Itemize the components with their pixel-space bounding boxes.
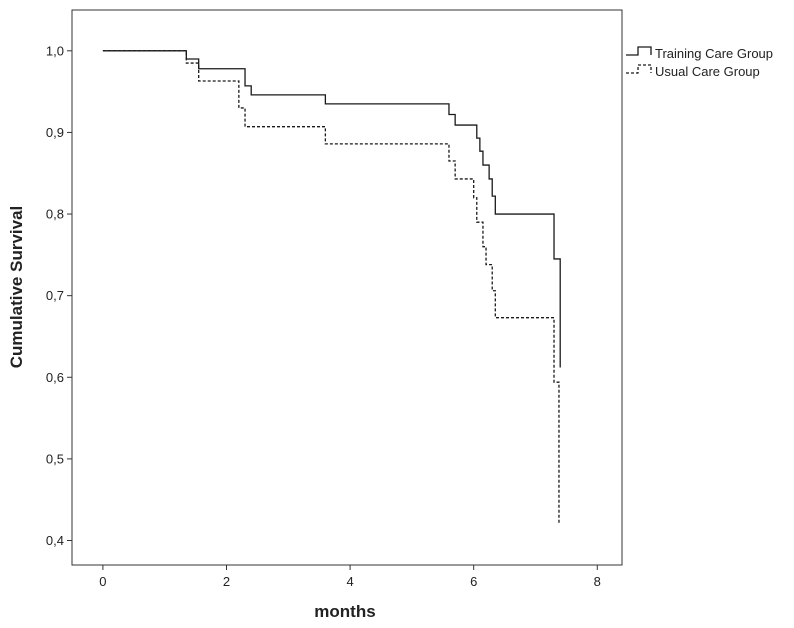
legend-label: Usual Care Group: [655, 64, 760, 79]
y-tick-label: 0,7: [46, 288, 64, 303]
legend: Training Care Group Usual Care Group: [626, 46, 773, 79]
series-line-training-care: [102, 50, 561, 368]
x-axis-title: months: [314, 602, 375, 621]
y-tick-label: 0,8: [46, 207, 64, 222]
plot-frame: [71, 9, 623, 566]
series-line-usual-care: [102, 50, 560, 525]
x-tick-label: 6: [470, 574, 477, 589]
y-tick-label: 0,5: [46, 451, 64, 466]
legend-swatch: [626, 46, 652, 56]
y-axis-title: Cumulative Survival: [7, 206, 26, 369]
x-tick-label: 2: [223, 574, 230, 589]
x-tick-label: 0: [99, 574, 106, 589]
y-tick-label: 0,6: [46, 370, 64, 385]
y-tick-label: 0,4: [46, 533, 64, 548]
x-axis: 0 2 4 6 8: [99, 565, 601, 589]
y-tick-label: 0,9: [46, 125, 64, 140]
series-layer: [102, 50, 561, 525]
y-tick-label: 1,0: [46, 43, 64, 58]
x-tick-label: 4: [346, 574, 353, 589]
x-tick-label: 8: [594, 574, 601, 589]
y-axis: 0,4 0,5 0,6 0,7 0,8 0,9 1,0: [46, 43, 72, 548]
legend-label: Training Care Group: [655, 46, 773, 61]
legend-swatch: [626, 64, 652, 74]
